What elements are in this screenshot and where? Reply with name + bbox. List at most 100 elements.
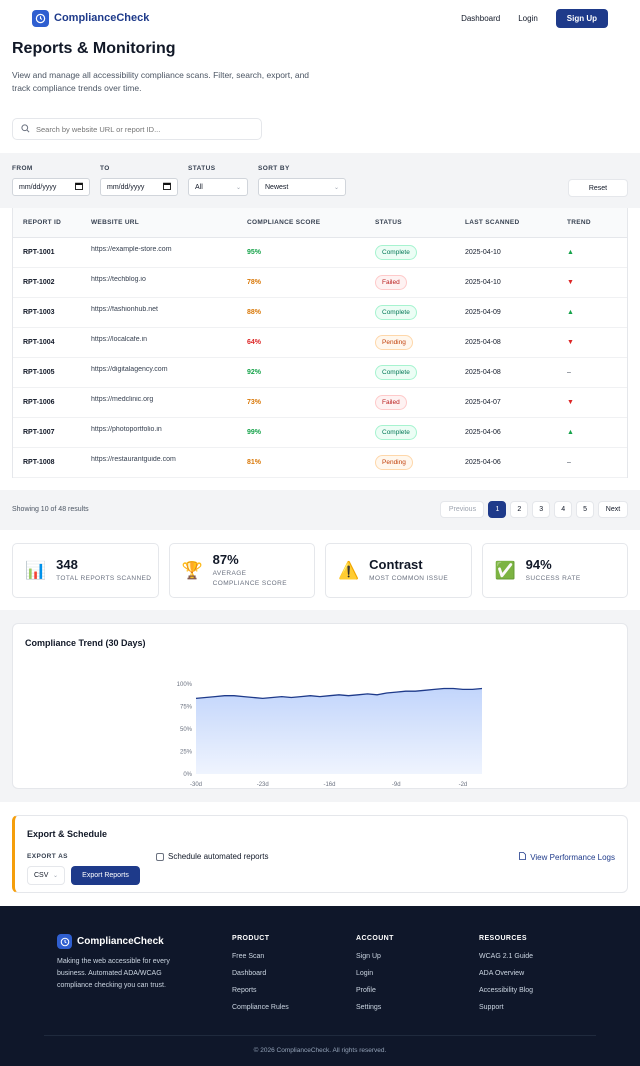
footer-link[interactable]: Sign Up (356, 953, 381, 960)
main-nav: Dashboard Login Sign Up (461, 8, 608, 28)
footer-logo[interactable]: ComplianceCheck (57, 934, 164, 949)
table-row[interactable]: RPT-1007 https://photoportfolio.in 99% C… (13, 418, 627, 448)
search-icon (21, 123, 30, 135)
website-url[interactable]: https://restaurantguide.com (91, 456, 176, 463)
y-tick-label: 100% (177, 682, 193, 688)
page-button-5[interactable]: 5 (576, 501, 594, 518)
report-id: RPT-1005 (23, 369, 55, 376)
performance-logs-link[interactable]: View Performance Logs (519, 852, 615, 862)
page-button-1[interactable]: 1 (488, 501, 507, 518)
reset-button[interactable]: Reset (568, 179, 628, 197)
pagination: Previous 1 2 3 4 5 Next (440, 501, 628, 518)
from-date-value: mm/dd/yyyy (19, 183, 57, 191)
filter-bar: From mm/dd/yyyy To mm/dd/yyyy Status All… (0, 153, 640, 208)
footer-link[interactable]: Support (479, 1004, 504, 1011)
footer-link[interactable]: ADA Overview (479, 970, 525, 977)
last-scanned: 2025-04-09 (465, 309, 501, 316)
footer-link[interactable]: Compliance Rules (232, 1004, 289, 1011)
footer-link[interactable]: Settings (356, 1004, 382, 1011)
brand-name: ComplianceCheck (54, 12, 150, 24)
page-button-4[interactable]: 4 (554, 501, 573, 518)
footer-col-resources: RESOURCES WCAG 2.1 Guide ADA Overview Ac… (479, 935, 533, 1021)
page-button-3[interactable]: 3 (532, 501, 551, 518)
x-tick-label: -2d (459, 782, 468, 788)
website-url[interactable]: https://techblog.io (91, 276, 146, 283)
filter-to: To mm/dd/yyyy (100, 165, 178, 196)
status-badge: Complete (375, 365, 417, 380)
table-row[interactable]: RPT-1004 https://localcafe.in 64% Pendin… (13, 328, 627, 358)
website-url[interactable]: https://fashionhub.net (91, 306, 158, 313)
page-header: Reports & Monitoring View and manage all… (12, 36, 332, 95)
search-input[interactable] (36, 124, 236, 134)
schedule-option[interactable]: Schedule automated reports (156, 852, 269, 861)
col-status[interactable]: Status (375, 219, 402, 226)
status-badge: Complete (375, 245, 417, 260)
website-url[interactable]: https://digitalagency.com (91, 366, 168, 373)
footer-link[interactable]: Profile (356, 987, 376, 994)
export-reports-button[interactable]: Export Reports (71, 866, 140, 885)
footer-link[interactable]: WCAG 2.1 Guide (479, 953, 534, 960)
col-compliance-score[interactable]: Compliance Score (247, 219, 321, 226)
calendar-icon (163, 182, 171, 192)
trend-icon: ▲ (567, 249, 574, 256)
website-url[interactable]: https://example-store.com (91, 246, 172, 253)
footer-link[interactable]: Login (356, 970, 374, 977)
report-id: RPT-1002 (23, 279, 55, 286)
footer-description: Making the web accessible for every busi… (57, 958, 170, 989)
footer-link[interactable]: Accessibility Blog (479, 987, 534, 994)
table-row[interactable]: RPT-1008 https://restaurantguide.com 81%… (13, 448, 627, 478)
status-select[interactable]: All ⌄ (188, 178, 248, 196)
stat-card: ✅ 94% Success Rate (481, 543, 628, 598)
website-url[interactable]: https://photoportfolio.in (91, 426, 162, 433)
footer-link[interactable]: Free Scan (232, 953, 265, 960)
stat-label: Success Rate (525, 575, 581, 582)
brand-logo[interactable]: ComplianceCheck (32, 9, 150, 27)
export-format-value: CSV (34, 872, 49, 879)
website-url[interactable]: https://localcafe.in (91, 336, 148, 343)
stat-value: 348 (56, 557, 78, 572)
table-row[interactable]: RPT-1005 https://digitalagency.com 92% C… (13, 358, 627, 388)
to-date-input[interactable]: mm/dd/yyyy (100, 178, 178, 196)
footer: ComplianceCheck Making the web accessibl… (0, 906, 640, 1066)
col-trend[interactable]: Trend (567, 219, 591, 226)
trend-icon: ▼ (567, 399, 574, 406)
col-report-id[interactable]: Report ID (23, 219, 62, 226)
report-id: RPT-1006 (23, 399, 55, 406)
nav-login-link[interactable]: Login (518, 13, 538, 23)
export-format-select[interactable]: CSV ⌄ (27, 866, 65, 885)
footer-divider (44, 1035, 596, 1036)
footer-link[interactable]: Dashboard (232, 970, 267, 977)
y-tick-label: 0% (183, 772, 192, 778)
table-row[interactable]: RPT-1003 https://fashionhub.net 88% Comp… (13, 298, 627, 328)
table-row[interactable]: RPT-1006 https://medclinic.org 73% Faile… (13, 388, 627, 418)
nav-dashboard-link[interactable]: Dashboard (461, 13, 501, 23)
trophy-icon: 🏆 (181, 561, 203, 580)
previous-button[interactable]: Previous (440, 501, 485, 518)
stat-value: 87% (212, 552, 239, 567)
signup-button[interactable]: Sign Up (555, 8, 608, 28)
last-scanned: 2025-04-06 (465, 429, 501, 436)
status-label: Status (188, 165, 216, 172)
schedule-checkbox[interactable] (156, 852, 164, 861)
sort-select[interactable]: Newest ⌄ (258, 178, 346, 196)
page-subtitle: View and manage all accessibility compli… (12, 70, 310, 93)
trend-icon: – (567, 369, 571, 376)
stat-value: Contrast (369, 557, 423, 572)
table-row[interactable]: RPT-1002 https://techblog.io 78% Failed … (13, 268, 627, 298)
last-scanned: 2025-04-06 (465, 459, 501, 466)
from-date-input[interactable]: mm/dd/yyyy (12, 178, 90, 196)
x-tick-label: -9d (392, 782, 401, 788)
last-scanned: 2025-04-08 (465, 339, 501, 346)
table-row[interactable]: RPT-1001 https://example-store.com 95% C… (13, 238, 627, 268)
filter-from: From mm/dd/yyyy (12, 165, 90, 196)
col-last-scanned[interactable]: Last Scanned (465, 219, 520, 226)
stats-row: 📊 348 Total Reports Scanned 🏆 87% Averag… (12, 543, 628, 598)
col-website-url[interactable]: Website URL (91, 219, 140, 226)
search-box[interactable] (12, 118, 262, 140)
status-badge: Complete (375, 425, 417, 440)
page-button-2[interactable]: 2 (510, 501, 529, 518)
to-date-value: mm/dd/yyyy (107, 183, 145, 191)
footer-link[interactable]: Reports (232, 987, 257, 994)
website-url[interactable]: https://medclinic.org (91, 396, 154, 403)
next-button[interactable]: Next (598, 501, 628, 518)
